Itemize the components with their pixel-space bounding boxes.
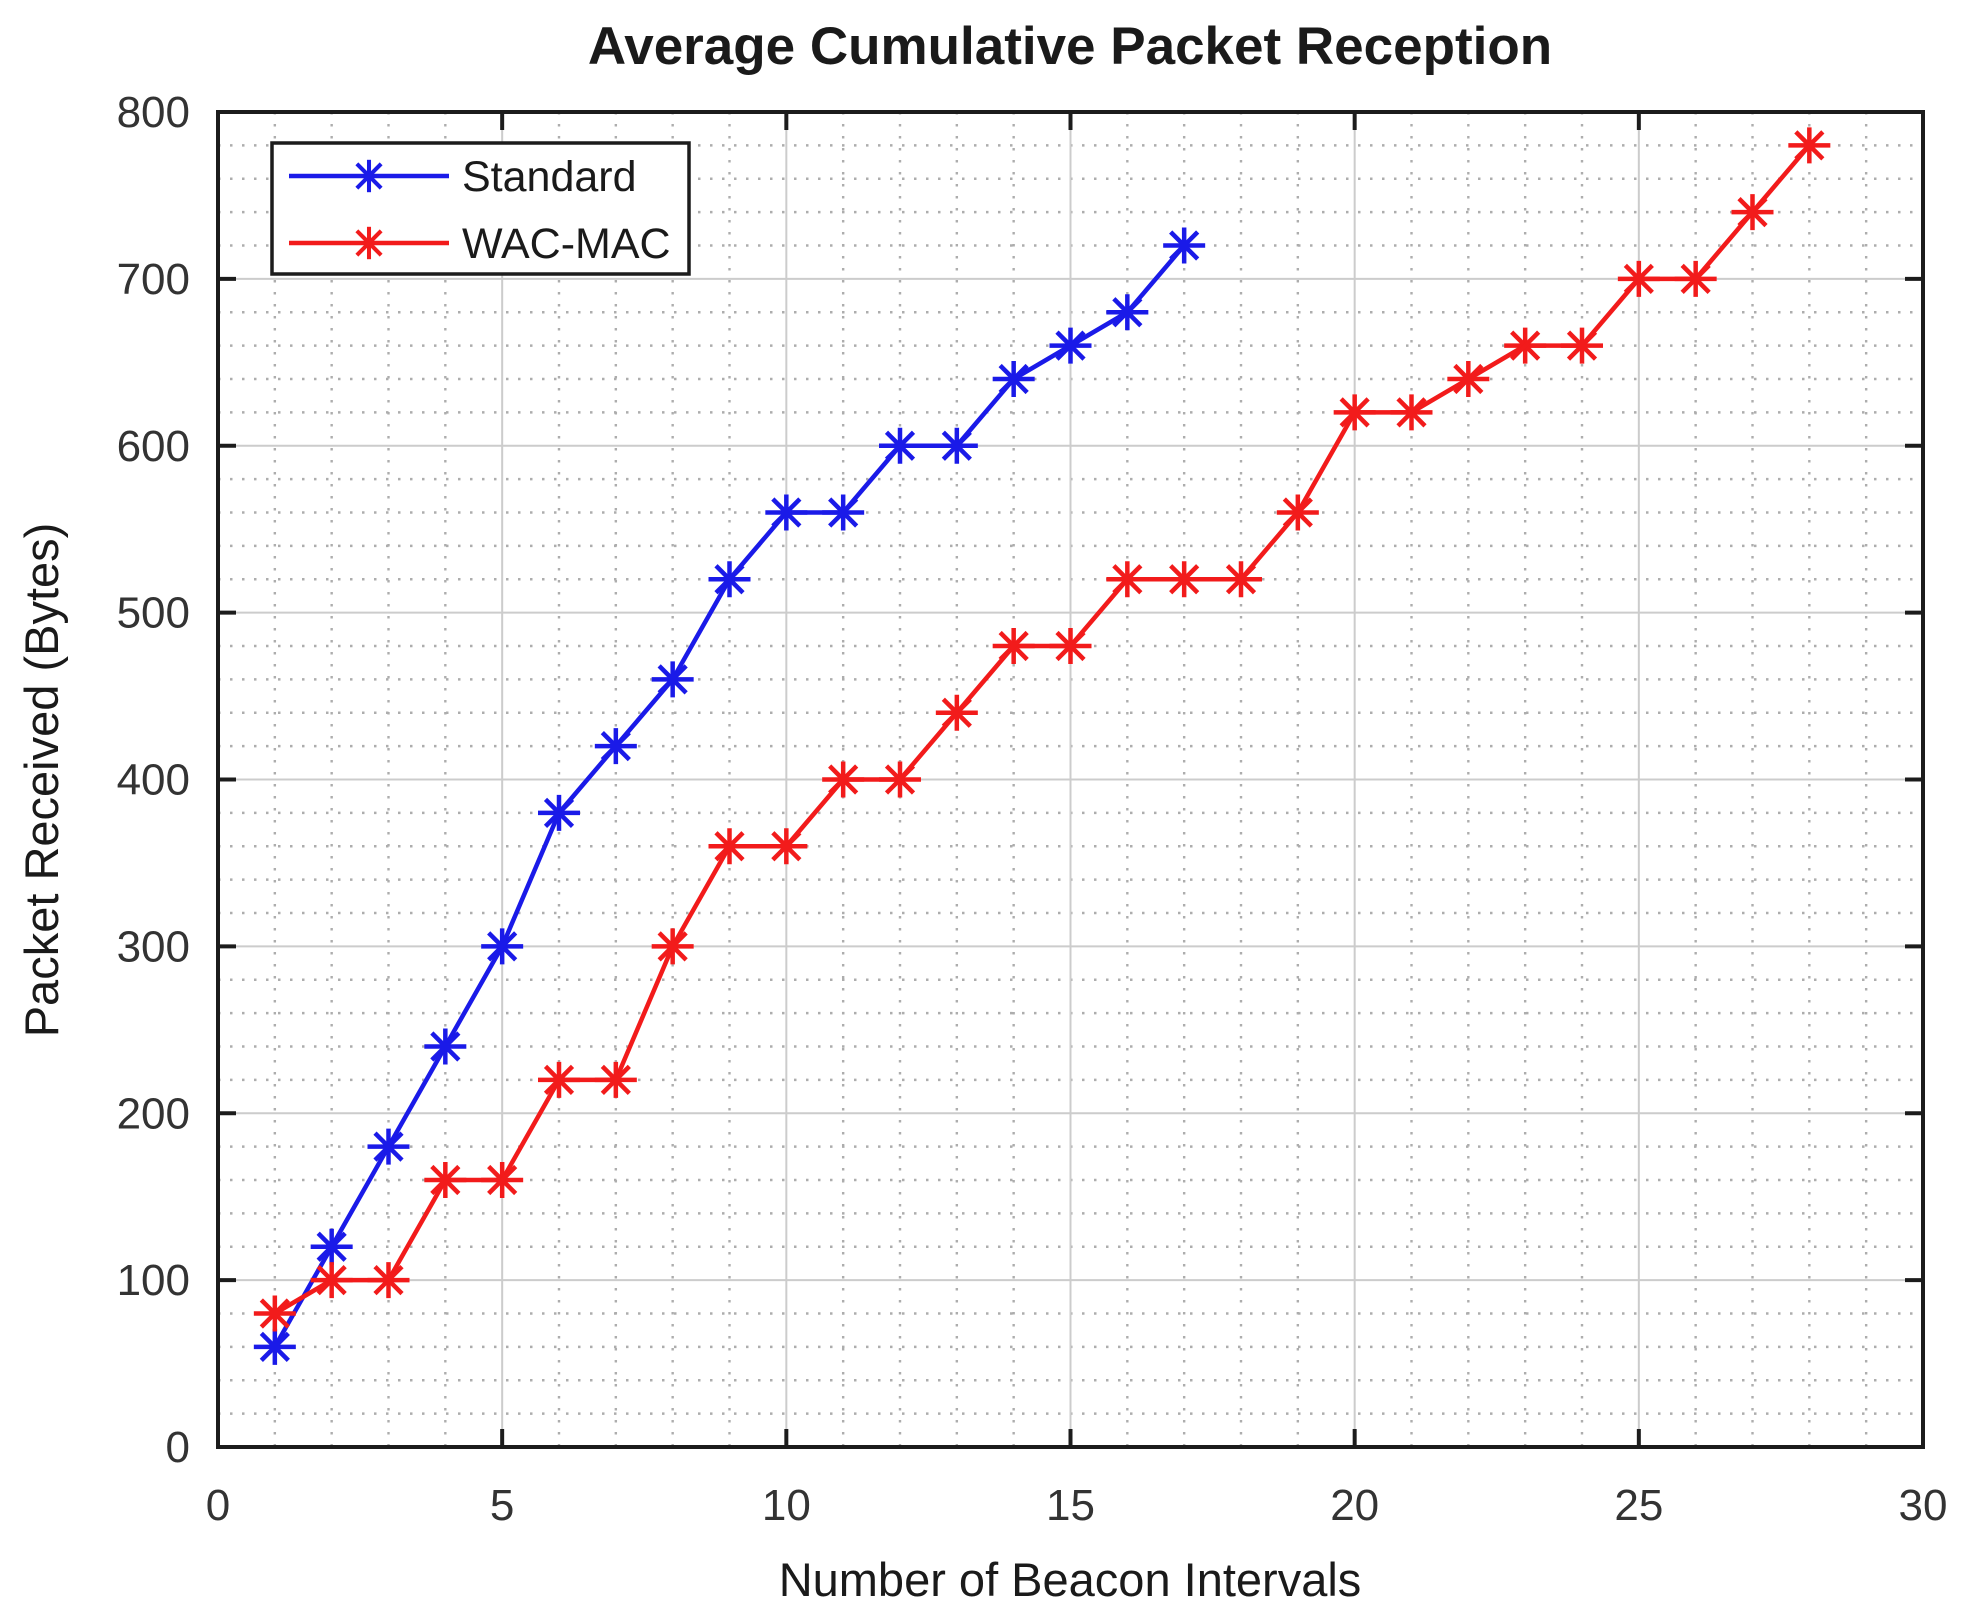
y-tick-label: 400	[117, 756, 190, 805]
data-point-marker	[1106, 294, 1149, 331]
data-point-marker	[1447, 361, 1490, 397]
y-tick-label: 600	[117, 422, 190, 471]
axis-ticks	[216, 110, 1925, 1449]
data-point-marker	[538, 1061, 580, 1098]
major-gridlines	[218, 112, 1923, 1447]
series-standard	[253, 227, 1206, 1365]
legend-swatch-marker-wac-mac	[350, 226, 388, 260]
data-point-marker	[708, 561, 751, 598]
data-point-marker	[594, 1061, 637, 1098]
chart-title: Average Cumulative Packet Reception	[588, 17, 1552, 76]
data-point-marker	[1333, 394, 1376, 431]
data-point-marker	[594, 728, 637, 765]
x-axis-label: Number of Beacon Intervals	[779, 1553, 1362, 1606]
x-tick-label: 25	[1614, 1481, 1663, 1530]
data-point-marker	[822, 494, 865, 531]
data-point-marker	[253, 1295, 296, 1332]
data-point-marker	[765, 828, 808, 865]
y-tick-label: 800	[117, 88, 190, 137]
data-series	[253, 127, 1831, 1365]
legend-swatch-marker-standard	[350, 159, 388, 193]
x-tick-label: 15	[1046, 1481, 1095, 1530]
data-point-marker	[708, 828, 751, 865]
data-point-marker	[1106, 561, 1149, 598]
y-tick-label: 200	[117, 1089, 190, 1138]
data-point-marker	[1163, 561, 1206, 598]
series-wac-mac	[253, 127, 1831, 1332]
data-point-marker	[992, 628, 1035, 664]
y-tick-label: 0	[166, 1423, 190, 1472]
data-point-marker	[538, 794, 580, 831]
data-point-marker	[822, 761, 865, 798]
data-point-marker	[651, 928, 694, 965]
x-tick-label: 5	[490, 1481, 514, 1530]
data-point-marker	[1617, 260, 1660, 297]
data-point-marker	[367, 1262, 410, 1299]
data-point-marker	[879, 761, 921, 798]
data-point-marker	[1276, 494, 1319, 531]
data-point-marker	[1731, 194, 1774, 231]
data-point-marker	[935, 427, 978, 464]
data-point-marker	[253, 1328, 296, 1365]
y-tick-label: 500	[117, 589, 190, 638]
data-point-marker	[1504, 327, 1547, 364]
data-point-marker	[1049, 327, 1092, 364]
y-tick-label: 700	[117, 255, 190, 304]
legend-box	[270, 141, 691, 276]
x-tick-label: 0	[206, 1481, 230, 1530]
data-point-marker	[424, 1028, 467, 1065]
data-point-marker	[481, 928, 524, 965]
data-point-marker	[935, 694, 978, 731]
data-point-marker	[350, 159, 388, 193]
data-point-marker	[765, 494, 808, 531]
y-tick-label: 300	[117, 922, 190, 971]
data-point-marker	[367, 1128, 410, 1165]
data-point-marker	[1674, 260, 1717, 297]
legend: Standard WAC-MAC	[270, 141, 691, 276]
data-point-marker	[481, 1162, 524, 1198]
x-tick-label: 20	[1330, 1481, 1379, 1530]
legend-label-wac-mac: WAC-MAC	[462, 220, 671, 268]
data-point-marker	[651, 661, 694, 698]
x-tick-label: 30	[1899, 1481, 1948, 1530]
x-tick-label: 10	[762, 1481, 811, 1530]
series-line	[273, 143, 1812, 1316]
data-point-marker	[310, 1262, 353, 1299]
data-point-marker	[1220, 561, 1262, 598]
data-point-marker	[1049, 628, 1092, 664]
data-point-marker	[1390, 394, 1433, 431]
legend-label-standard: Standard	[462, 153, 637, 201]
data-point-marker	[992, 361, 1035, 397]
y-tick-label: 100	[117, 1256, 190, 1305]
data-point-marker	[1788, 127, 1831, 164]
data-point-marker	[879, 427, 921, 464]
y-axis-label: Packet Received (Bytes)	[15, 523, 68, 1038]
data-point-marker	[350, 226, 388, 260]
data-point-marker	[1163, 227, 1206, 264]
data-point-marker	[424, 1162, 467, 1198]
data-point-marker	[310, 1228, 353, 1265]
data-point-marker	[1561, 327, 1603, 364]
